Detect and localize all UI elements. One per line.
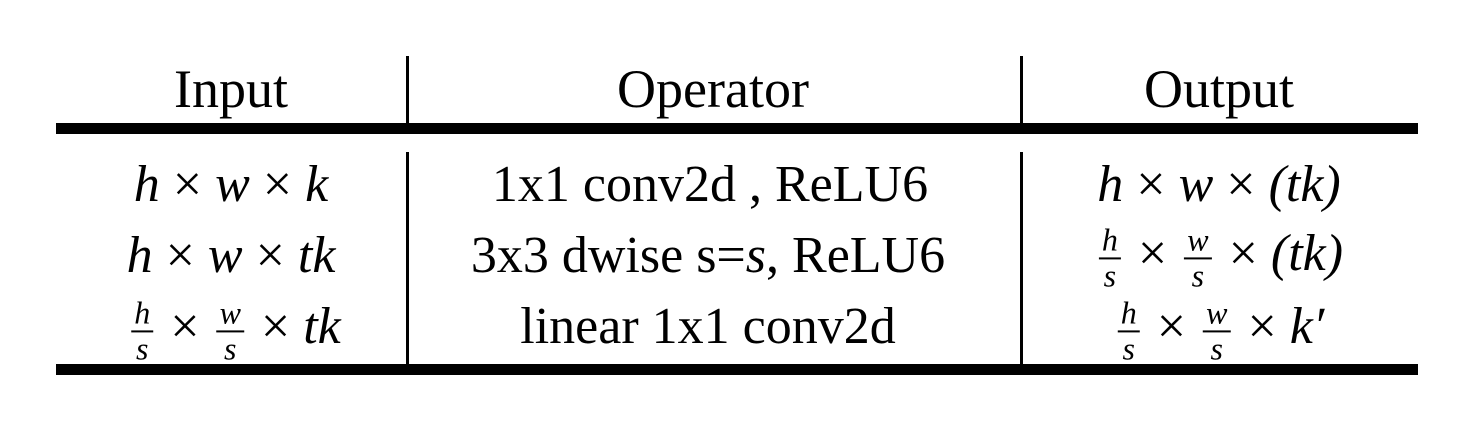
row2-operator: 3x3 dwise s=s, ReLU6 [471,230,945,282]
times: × [1226,156,1256,213]
header-input: Input [174,59,288,119]
header-output: Output [1143,59,1295,119]
row2-input: h × w × tk [127,230,336,282]
times: × [1136,156,1166,213]
numerator: w [1184,223,1212,259]
var: h [126,227,153,284]
denominator: s [1122,330,1135,366]
denominator: s [136,330,149,366]
times: × [170,297,200,355]
stride-var: s [745,227,767,284]
numerator: w [216,296,244,332]
times: × [1247,297,1277,355]
numerator: w [1203,296,1231,332]
header-rule [56,123,1418,134]
times: × [262,156,293,213]
numerator: h [131,296,154,332]
times: × [260,297,291,355]
times: × [255,227,285,284]
denominator: s [1191,257,1205,293]
operator-text: 3x3 dwise s= [470,227,746,284]
var: w [1178,156,1214,213]
times: × [172,156,203,213]
var: w [207,227,243,284]
var: k′ [1289,297,1325,355]
column-separator-1-body [406,152,409,364]
times: × [165,227,195,284]
operator-text: , ReLU6 [766,227,946,284]
denominator: s [224,330,237,366]
times: × [1137,224,1168,282]
column-separator-1-header [406,56,409,124]
row1-input: h × w × k [134,159,328,211]
row3-operator: linear 1x1 conv2d [520,298,896,355]
var: (tk) [1270,224,1344,282]
var: k [305,156,329,213]
header-operator: Operator [617,59,809,119]
var: tk [303,297,341,355]
numerator: h [1117,296,1140,332]
var: h [1097,156,1124,213]
var: h [133,156,160,213]
column-separator-2-body [1020,152,1023,364]
denominator: s [1103,257,1117,293]
row1-operator: 1x1 conv2d , ReLU6 [491,156,929,213]
var: (tk) [1268,156,1341,213]
bottom-rule [56,364,1418,375]
numerator: h [1098,223,1121,259]
column-separator-2-header [1020,56,1023,124]
var: tk [297,227,336,284]
times: × [1228,224,1258,282]
row1-output: h × w × (tk) [1097,159,1341,211]
var: w [215,156,250,213]
denominator: s [1210,330,1223,366]
times: × [1156,297,1187,355]
